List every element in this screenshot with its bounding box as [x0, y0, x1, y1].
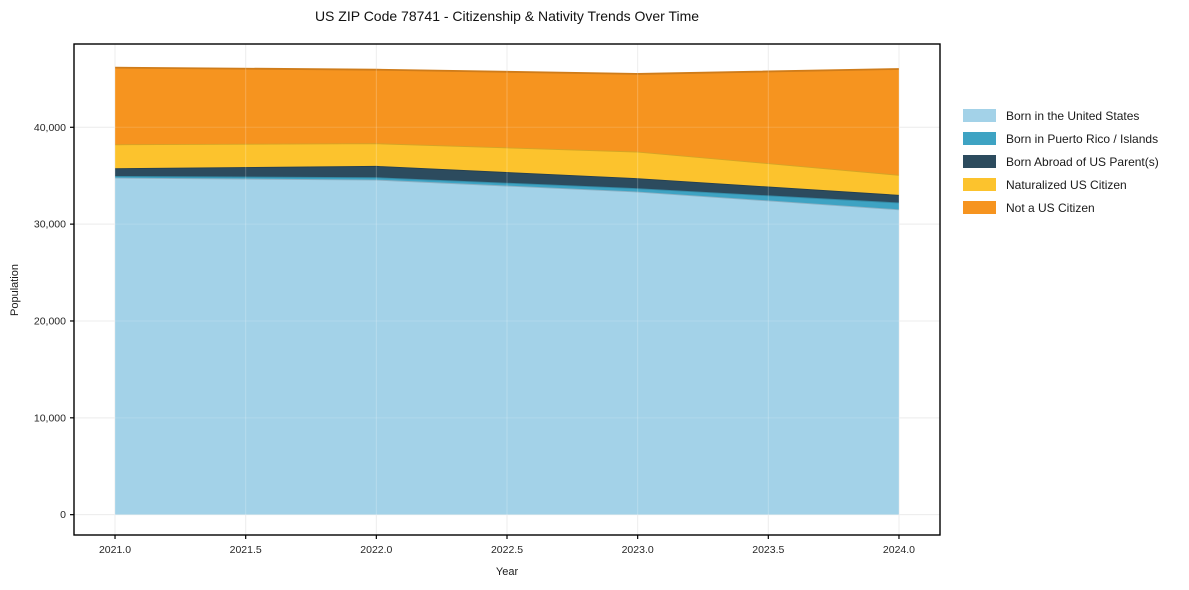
x-tick-label: 2022.5: [491, 544, 523, 556]
area-series-4-edge: [115, 66, 899, 75]
legend-label: Born in Puerto Rico / Islands: [1006, 131, 1159, 146]
x-tick-label: 2023.0: [622, 544, 654, 556]
legend-swatch-icon: [963, 201, 996, 214]
legend-item: Born in Puerto Rico / Islands: [963, 127, 1159, 150]
area-series-2: [115, 165, 899, 203]
y-tick-label: 0: [60, 509, 66, 521]
y-tick-label: 40,000: [34, 122, 66, 134]
legend-label: Born Abroad of US Parent(s): [1006, 154, 1159, 169]
x-tick-label: 2021.0: [99, 544, 131, 556]
x-tick-label: 2023.5: [752, 544, 784, 556]
legend-label: Not a US Citizen: [1006, 200, 1095, 215]
legend-swatch-icon: [963, 109, 996, 122]
y-tick-label: 10,000: [34, 412, 66, 424]
area-series-3: [115, 143, 899, 195]
legend-swatch-icon: [963, 178, 996, 191]
legend-item: Naturalized US Citizen: [963, 173, 1159, 196]
legend-item: Not a US Citizen: [963, 196, 1159, 219]
legend-label: Born in the United States: [1006, 108, 1140, 123]
x-tick-label: 2021.5: [230, 544, 262, 556]
area-series-0: [115, 177, 899, 515]
chart-title: US ZIP Code 78741 - Citizenship & Nativi…: [314, 8, 700, 24]
y-tick-label: 20,000: [34, 315, 66, 327]
area-series-4: [115, 67, 899, 175]
legend-item: Born in the United States: [963, 104, 1159, 127]
legend-item: Born Abroad of US Parent(s): [963, 150, 1159, 173]
legend-swatch-icon: [963, 132, 996, 145]
x-tick-label: 2022.0: [360, 544, 392, 556]
y-axis-label: Population: [9, 264, 21, 316]
legend-swatch-icon: [963, 155, 996, 168]
legend-label: Naturalized US Citizen: [1006, 177, 1127, 192]
x-axis-label: Year: [495, 566, 519, 578]
x-tick-label: 2024.0: [883, 544, 915, 556]
legend: Born in the United States Born in Puerto …: [963, 104, 1159, 219]
y-tick-label: 30,000: [34, 219, 66, 231]
